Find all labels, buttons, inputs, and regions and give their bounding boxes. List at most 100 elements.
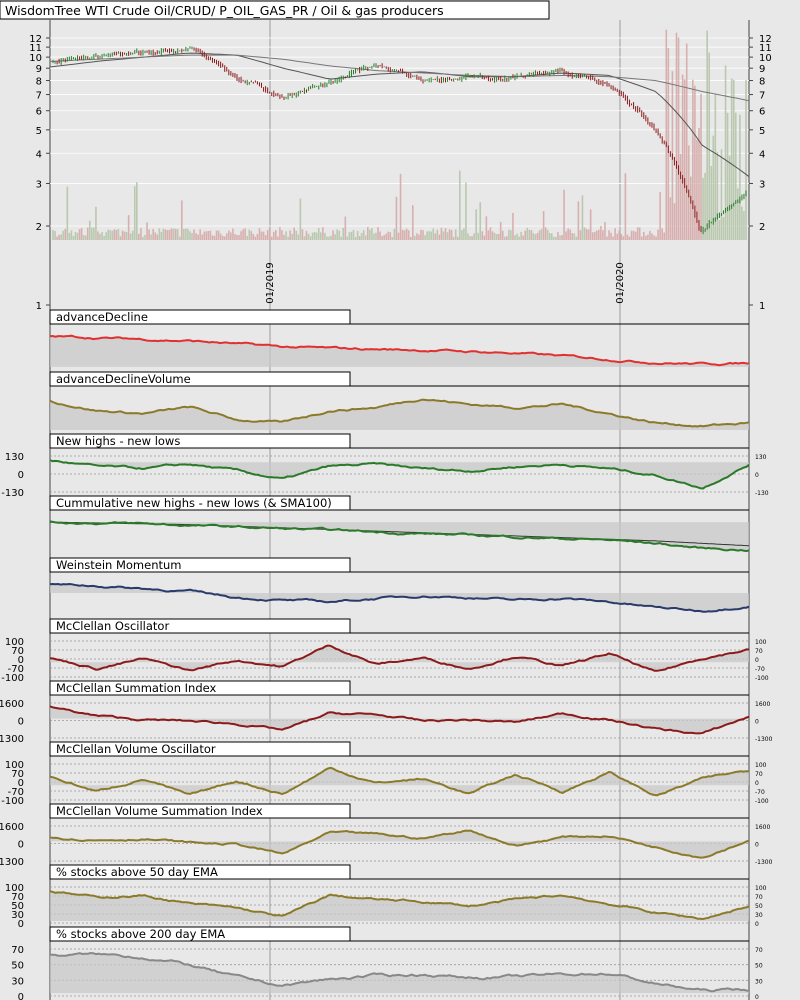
volume-bar	[371, 228, 373, 240]
volume-bar	[176, 229, 179, 240]
volume-bar	[395, 196, 398, 240]
volume-bar	[653, 235, 655, 240]
volume-bar	[136, 182, 138, 240]
volume-bar	[506, 236, 508, 240]
panel-series-line	[49, 582, 750, 613]
volume-bar	[293, 227, 296, 240]
volume-bar	[640, 236, 643, 240]
volume-bar	[58, 234, 60, 240]
volume-bar	[559, 235, 561, 240]
volume-bar	[657, 229, 659, 240]
price-tick-label-right: 10	[759, 53, 772, 64]
volume-bar	[64, 228, 67, 240]
panel-tick-label: -100	[1, 796, 24, 807]
volume-bar	[207, 230, 210, 240]
panel-tick-label: 100	[5, 760, 24, 771]
panel-tick-label: 1600	[0, 699, 24, 710]
volume-bar	[491, 231, 494, 240]
panel-tick-label-right: 30	[755, 912, 763, 919]
volume-bar	[634, 231, 637, 240]
panel-tick-label: 1600	[0, 822, 24, 833]
volume-bar	[113, 229, 116, 240]
volume-bar	[244, 228, 246, 240]
panel-title-box	[49, 803, 351, 819]
volume-bar	[322, 227, 324, 240]
volume-bar	[307, 233, 310, 240]
volume-bar	[74, 231, 77, 240]
volume-bar	[277, 236, 279, 240]
panel-fill	[50, 891, 749, 921]
volume-bar	[536, 232, 539, 240]
panel-tick-label: -1300	[0, 857, 24, 868]
volume-bar	[397, 232, 400, 240]
volume-bar	[636, 227, 639, 240]
panel-series-line	[49, 398, 750, 428]
panel-tick-label: 30	[11, 910, 24, 921]
price-tick-label-left: 12	[29, 34, 42, 45]
volume-bar	[342, 227, 345, 240]
volume-bar	[710, 165, 713, 240]
panel-tick-label-right: 0	[755, 657, 759, 664]
panel-tick-label: 0	[18, 655, 24, 666]
volume-bar	[530, 230, 533, 240]
chart-title: WisdomTree WTI Crude Oil/CRUD/ P_OIL_GAS…	[5, 3, 444, 18]
panel-title-box	[49, 433, 351, 449]
volume-bar	[264, 235, 267, 240]
panel-tick-label-right: 0	[755, 719, 759, 726]
volume-bar	[299, 198, 302, 240]
volume-bar	[557, 232, 559, 240]
volume-bar	[514, 235, 516, 240]
price-tick-label-right: 5	[759, 126, 765, 137]
volume-bar	[68, 232, 71, 240]
price-tick-label-right: 6	[759, 107, 765, 118]
panel-title-box	[49, 680, 351, 696]
price-tick-label-left: 5	[36, 126, 42, 137]
volume-bar	[127, 215, 130, 240]
volume-bar	[185, 228, 187, 240]
volume-bar	[503, 236, 506, 240]
volume-bar	[189, 231, 191, 240]
volume-bar	[655, 236, 657, 240]
volume-bar	[483, 235, 486, 240]
volume-bar	[465, 182, 467, 240]
volume-bar	[266, 230, 269, 240]
price-tick-label-right: 7	[759, 91, 765, 102]
panel-tick-label: -100	[1, 673, 24, 684]
panel-series-line	[49, 520, 750, 553]
volume-bar	[131, 230, 134, 240]
volume-bar	[416, 233, 418, 240]
volume-bar	[622, 236, 625, 240]
volume-bar	[238, 235, 240, 240]
panel-title: advanceDecline	[56, 310, 148, 324]
volume-bar	[101, 232, 103, 240]
volume-bar	[393, 228, 396, 240]
volume-bar	[111, 230, 114, 240]
volume-bar	[473, 233, 475, 240]
volume-bar	[330, 235, 332, 240]
price-tick-label-right: 3	[759, 179, 765, 190]
volume-bar	[340, 236, 343, 240]
volume-bar	[170, 228, 173, 240]
volume-bar	[422, 230, 424, 240]
panel-title-box	[49, 557, 351, 573]
panel-tick-label: 100	[5, 883, 24, 894]
panel-title: Weinstein Momentum	[56, 558, 182, 572]
volume-bar	[54, 231, 56, 240]
volume-bar	[414, 235, 416, 240]
volume-bar	[354, 236, 357, 240]
volume-bar	[319, 232, 322, 240]
volume-bar	[446, 232, 449, 240]
volume-bar	[436, 229, 439, 240]
price-tick-label-left: 6	[36, 107, 42, 118]
volume-bar	[675, 32, 678, 241]
panel-tick-label-right: -130	[755, 490, 769, 497]
volume-bar	[328, 236, 330, 240]
panel-title: % stocks above 200 day EMA	[56, 927, 225, 941]
volume-bar	[467, 233, 469, 240]
volume-bar	[698, 128, 700, 240]
panel-tick-label: 0	[18, 778, 24, 789]
volume-bar	[432, 228, 435, 240]
volume-bar	[434, 233, 437, 240]
panel-series-line	[49, 890, 750, 921]
volume-bar	[692, 79, 694, 240]
